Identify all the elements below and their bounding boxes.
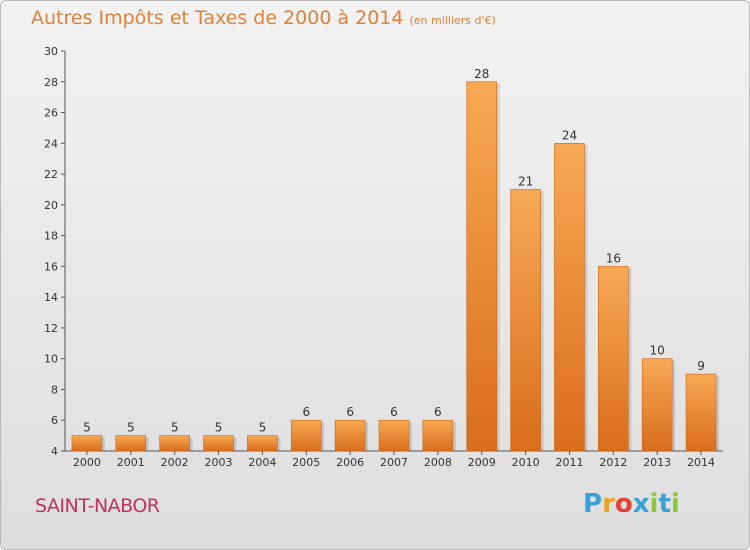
data-label: 5 [259, 421, 267, 435]
y-tick-label: 28 [44, 76, 58, 89]
data-label: 24 [562, 128, 577, 142]
x-tick-label: 2006 [336, 456, 364, 469]
logo-letter: P [583, 489, 603, 519]
data-label: 6 [390, 405, 398, 419]
data-label: 5 [127, 421, 135, 435]
unit-label: (en milliers d'€) [409, 14, 496, 27]
x-tick-label: 2009 [468, 456, 496, 469]
y-tick-label: 30 [44, 45, 58, 58]
bar [203, 435, 234, 452]
data-label: 10 [650, 344, 665, 358]
data-label: 5 [215, 421, 223, 435]
chart-title: Autres Impôts et Taxes de 2000 à 2014 (en… [31, 7, 496, 29]
x-tick-label: 2005 [292, 456, 320, 469]
x-tick-label: 2004 [248, 456, 276, 469]
bar [71, 435, 103, 452]
data-label: 6 [346, 405, 354, 419]
x-tick-label: 2008 [424, 456, 452, 469]
data-label: 16 [606, 251, 621, 265]
y-tick-label: 16 [44, 260, 58, 273]
data-label: 5 [83, 421, 91, 435]
y-tick-label: 14 [44, 291, 58, 304]
y-tick-label: 10 [44, 353, 58, 366]
bar [554, 143, 585, 452]
y-tick-label: 20 [44, 199, 58, 212]
x-tick-label: 2013 [643, 456, 671, 469]
y-tick-label: 18 [44, 230, 58, 243]
data-label: 28 [474, 67, 489, 81]
x-tick-label: 2012 [599, 456, 627, 469]
bar [598, 266, 629, 452]
data-label: 6 [302, 405, 310, 419]
bar [510, 189, 541, 452]
data-label: 6 [434, 405, 442, 419]
bar [422, 419, 454, 452]
data-label: 9 [697, 359, 705, 373]
bar [290, 419, 322, 452]
bar [115, 435, 147, 452]
x-tick-label: 2000 [73, 456, 101, 469]
x-tick-label: 2010 [512, 456, 540, 469]
proxiti-logo: Proxiti [583, 489, 680, 519]
bar [685, 373, 717, 452]
y-tick-label: 6 [51, 414, 58, 427]
logo-letter: t [658, 489, 671, 519]
bar [378, 419, 410, 452]
data-label: 5 [171, 421, 179, 435]
x-tick-label: 2011 [555, 456, 583, 469]
y-tick-label: 8 [51, 383, 58, 396]
x-tick-label: 2007 [380, 456, 408, 469]
y-tick-label: 24 [44, 137, 58, 150]
y-tick-label: 22 [44, 168, 58, 181]
bar [247, 435, 278, 452]
y-tick-label: 4 [51, 445, 58, 458]
logo-letter: i [649, 489, 659, 519]
bar [334, 419, 366, 452]
logo-letter: i [670, 489, 680, 519]
logo-letter: o [614, 489, 633, 519]
logo-letter: r [602, 489, 615, 519]
city-name: SAINT-NABOR [35, 495, 160, 517]
bar [641, 358, 673, 452]
x-tick-label: 2002 [161, 456, 189, 469]
x-tick-label: 2014 [687, 456, 715, 469]
bar [466, 81, 498, 452]
data-label: 21 [518, 174, 533, 188]
x-tick-label: 2001 [117, 456, 145, 469]
y-tick-label: 12 [44, 322, 58, 335]
bar [159, 435, 190, 452]
y-tick-label: 26 [44, 107, 58, 120]
logo-letter: x [632, 489, 650, 519]
title-text: Autres Impôts et Taxes de 2000 à 2014 [31, 7, 404, 29]
x-tick-label: 2003 [205, 456, 233, 469]
